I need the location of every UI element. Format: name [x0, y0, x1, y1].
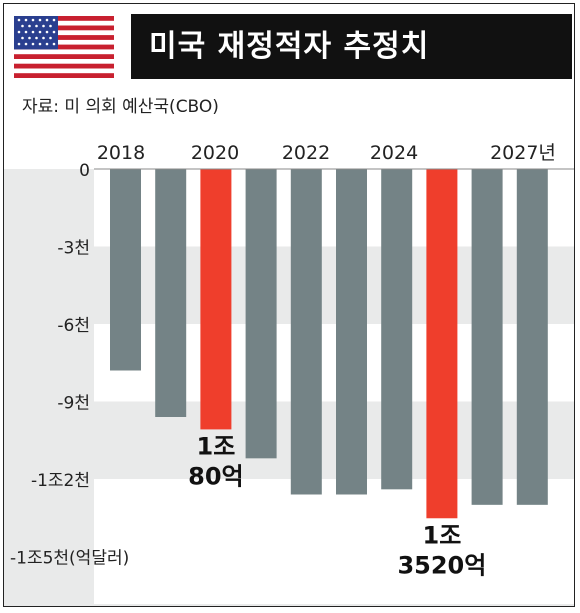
y-tick-label: 0: [79, 161, 90, 181]
y-tick-label: -9천: [57, 394, 90, 414]
x-tick-label: 2027년: [490, 142, 556, 164]
bar-2021: [245, 169, 277, 459]
chart-frame: 2018 2020 2022 2024 2027년 0 -3천 -6천 -9천 -1조2천 -1조…: [3, 3, 575, 607]
chart-background-band: [94, 479, 574, 557]
x-tick-label: 2024: [370, 142, 418, 164]
y-tick-label: -1조5천(억달러): [10, 549, 129, 569]
y-tick-label: -3천: [57, 239, 90, 259]
title-box: 미국 재정적자 추정치: [131, 14, 572, 79]
bar-highlight-2020: [200, 169, 232, 430]
x-tick-label: 2018: [97, 142, 145, 164]
bar-2027: [516, 169, 548, 505]
bar-2018: [110, 169, 141, 371]
bar-highlight-2025: [426, 169, 458, 519]
source-note: 자료: 미 의회 예산국(CBO): [22, 97, 219, 117]
chart-title: 미국 재정적자 추정치: [149, 29, 430, 64]
bar-2026: [471, 169, 503, 505]
value-annotation: 1조: [423, 521, 462, 549]
value-annotation: 80억: [188, 462, 243, 490]
x-tick-label: 2020: [191, 142, 239, 164]
bar-2024: [381, 169, 413, 490]
bar-2023: [336, 169, 367, 495]
deficit-bar-chart: 2018 2020 2022 2024 2027년 0 -3천 -6천 -9천 -1조2천 -1조…: [4, 86, 574, 604]
y-tick-label: -6천: [57, 316, 90, 336]
title-bar: 미국 재정적자 추정치: [4, 4, 574, 86]
bar-2019: [155, 169, 187, 417]
us-flag-icon: [14, 16, 114, 78]
value-annotation: 1조: [197, 432, 236, 460]
chart-background-band: [94, 556, 574, 604]
value-annotation: 3520억: [397, 551, 486, 579]
y-tick-label: -1조2천: [31, 471, 90, 491]
chart-background-band: [4, 86, 574, 169]
x-tick-label: 2022: [282, 142, 330, 164]
bar-2022: [290, 169, 322, 495]
